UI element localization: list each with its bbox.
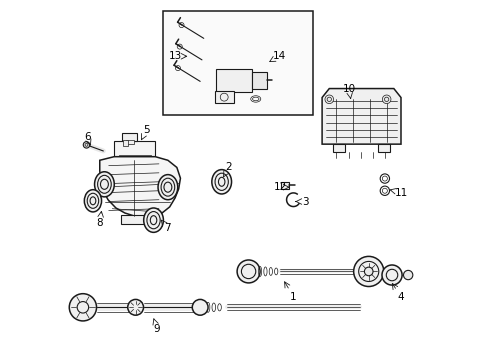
Bar <box>126 140 134 144</box>
Bar <box>252 72 267 89</box>
Circle shape <box>69 294 97 321</box>
Text: 7: 7 <box>165 224 171 233</box>
Circle shape <box>365 267 373 276</box>
Text: 8: 8 <box>97 218 103 228</box>
Circle shape <box>382 265 402 285</box>
Text: 13: 13 <box>169 51 182 61</box>
Bar <box>215 91 234 103</box>
Polygon shape <box>100 157 180 217</box>
Bar <box>163 12 313 116</box>
Bar <box>281 182 289 189</box>
Circle shape <box>382 95 391 104</box>
Text: 3: 3 <box>303 197 309 207</box>
Circle shape <box>325 95 334 104</box>
Text: 4: 4 <box>398 292 404 302</box>
Ellipse shape <box>212 170 232 194</box>
Circle shape <box>128 300 144 315</box>
Bar <box>216 69 252 92</box>
Circle shape <box>83 141 90 148</box>
Text: 9: 9 <box>154 324 160 334</box>
Bar <box>123 140 128 145</box>
Circle shape <box>380 174 390 183</box>
Polygon shape <box>322 89 401 144</box>
Ellipse shape <box>158 175 178 200</box>
Bar <box>333 144 345 152</box>
Text: 10: 10 <box>343 84 356 94</box>
Text: 12: 12 <box>274 182 288 192</box>
Text: 2: 2 <box>225 162 232 172</box>
Circle shape <box>354 256 384 287</box>
Ellipse shape <box>95 172 114 197</box>
Ellipse shape <box>84 190 101 212</box>
Text: 1: 1 <box>290 292 297 302</box>
Circle shape <box>380 186 390 195</box>
Circle shape <box>237 260 260 283</box>
Ellipse shape <box>144 208 164 232</box>
Text: 6: 6 <box>84 132 91 142</box>
Circle shape <box>192 300 208 315</box>
Bar <box>378 144 390 152</box>
Circle shape <box>403 270 413 280</box>
Text: 14: 14 <box>272 51 286 61</box>
Bar <box>122 134 137 141</box>
Bar <box>122 215 147 224</box>
Bar <box>119 155 151 160</box>
Bar <box>114 140 155 157</box>
Text: 11: 11 <box>394 188 408 198</box>
Text: 5: 5 <box>143 125 149 135</box>
